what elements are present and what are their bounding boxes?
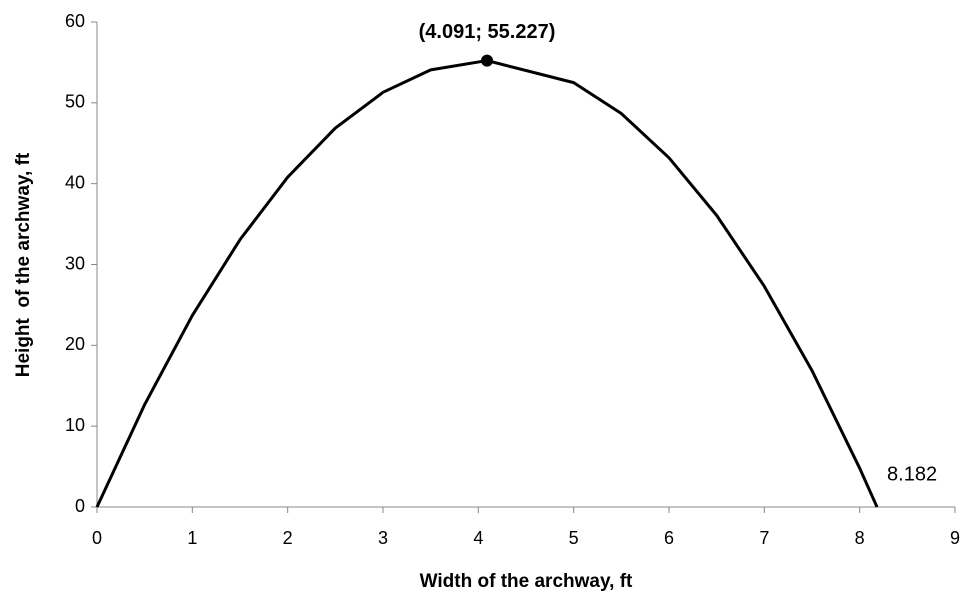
x-tick-label: 6: [664, 528, 674, 548]
y-axis-title: Height of the archway, ft: [13, 152, 34, 377]
x-tick-label: 9: [950, 528, 960, 548]
annotation: 8.182: [887, 463, 937, 485]
annotation-marker: [481, 54, 494, 67]
x-tick-label: 7: [759, 528, 769, 548]
y-tick-label: 30: [65, 253, 85, 273]
x-tick-label: 0: [92, 528, 102, 548]
x-tick-label: 5: [569, 528, 579, 548]
line: [95, 59, 879, 508]
y-tick-label: 0: [75, 496, 85, 516]
x-tick-label: 3: [378, 528, 388, 548]
y-tick-label: 50: [65, 92, 85, 112]
y-tick-label: 40: [65, 172, 85, 192]
x-tick-label: 1: [187, 528, 197, 548]
annotation: (4.091; 55.227): [419, 21, 556, 43]
x-axis-title: Width of the archway, ft: [420, 571, 633, 592]
y-tick-label: 10: [65, 415, 85, 435]
x-tick-label: 4: [473, 528, 483, 548]
y-tick-label: 20: [65, 334, 85, 354]
x-tick-label: 8: [855, 528, 865, 548]
x-tick-label: 2: [283, 528, 293, 548]
y-tick-label: 60: [65, 11, 85, 31]
